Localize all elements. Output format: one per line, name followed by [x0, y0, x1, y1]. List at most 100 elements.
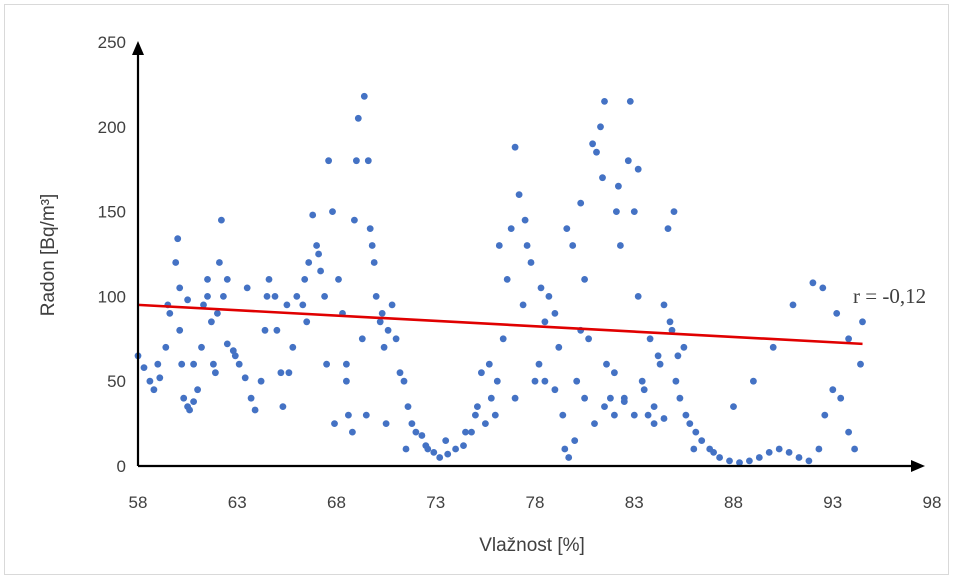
data-point	[750, 377, 757, 385]
data-point	[156, 374, 164, 382]
data-point	[650, 420, 658, 427]
data-point	[329, 208, 336, 216]
data-point	[452, 445, 459, 453]
axes	[132, 41, 925, 472]
data-point	[388, 301, 396, 309]
data-point	[537, 284, 545, 292]
data-point	[166, 310, 174, 317]
data-point	[214, 310, 221, 317]
data-point	[384, 326, 392, 334]
data-points	[134, 92, 866, 466]
data-point	[650, 403, 658, 410]
data-point	[589, 140, 596, 148]
data-point	[527, 259, 535, 266]
data-point	[710, 449, 717, 456]
data-point	[668, 326, 676, 334]
y-axis-title: Radon [Bq/m³]	[38, 194, 59, 317]
data-point	[212, 369, 219, 377]
data-point	[597, 123, 604, 131]
data-point	[607, 394, 614, 402]
y-axis-arrow	[132, 41, 144, 55]
data-point	[442, 437, 450, 444]
data-point	[305, 259, 313, 266]
data-point	[331, 420, 338, 427]
data-point	[229, 347, 237, 355]
chart-frame: 0 50 100 150 200 250 58 63 68 73 78 83 88 93 98 r = -…	[4, 4, 949, 575]
data-point	[656, 360, 664, 368]
data-point	[482, 420, 489, 427]
data-point	[257, 377, 265, 385]
data-point	[243, 284, 251, 292]
data-point	[545, 293, 553, 300]
data-point	[644, 411, 652, 419]
data-point	[478, 369, 485, 377]
data-point	[499, 335, 507, 343]
data-point	[581, 394, 588, 402]
data-point	[795, 454, 803, 461]
data-point	[283, 301, 291, 309]
data-point	[682, 411, 690, 419]
data-point	[819, 284, 827, 292]
data-point	[515, 191, 523, 199]
data-point	[216, 259, 223, 266]
data-point	[851, 445, 858, 453]
x-tick-label: 58	[129, 493, 148, 512]
data-point	[638, 377, 646, 385]
data-point	[198, 343, 205, 351]
data-point	[261, 326, 269, 334]
data-point	[380, 343, 388, 351]
data-point	[408, 420, 416, 427]
data-point	[190, 360, 198, 368]
x-tick-labels: 58 63 68 73 78 83 88 93 98	[129, 493, 942, 512]
data-point	[523, 242, 531, 249]
x-axis-title: Vlažnost [%]	[479, 535, 585, 556]
data-point	[368, 242, 376, 249]
data-point	[472, 411, 479, 419]
data-point	[372, 293, 380, 300]
trend-line	[137, 303, 863, 346]
data-point	[531, 377, 539, 385]
data-point	[660, 415, 668, 422]
data-point	[591, 420, 598, 427]
data-point	[354, 114, 362, 122]
data-point	[271, 293, 279, 300]
data-point	[521, 216, 529, 224]
data-point	[235, 360, 243, 368]
data-point	[585, 335, 592, 343]
data-point	[630, 208, 638, 216]
data-point	[178, 360, 186, 368]
data-point	[343, 377, 350, 385]
data-point	[603, 360, 610, 368]
data-point	[821, 411, 829, 419]
data-point	[829, 386, 837, 394]
data-point	[204, 276, 211, 283]
data-point	[611, 411, 618, 419]
data-point	[495, 242, 503, 249]
data-point	[785, 449, 793, 456]
data-point	[613, 208, 620, 216]
data-point	[491, 411, 499, 419]
x-tick-label: 98	[923, 493, 942, 512]
data-point	[360, 92, 368, 100]
data-point	[845, 428, 852, 436]
data-point	[358, 335, 366, 343]
data-point	[765, 449, 773, 456]
data-point	[162, 343, 170, 351]
data-point	[487, 394, 495, 402]
data-point	[436, 454, 444, 461]
data-point	[690, 445, 698, 453]
data-point	[402, 445, 410, 453]
correlation-annotation: r = -0,12	[853, 284, 926, 308]
data-point	[775, 445, 783, 453]
data-point	[335, 276, 342, 283]
data-point	[462, 428, 469, 436]
data-point	[573, 377, 581, 385]
data-point	[474, 403, 481, 410]
data-point	[551, 386, 559, 394]
data-point	[190, 398, 198, 405]
data-point	[343, 360, 350, 368]
y-tick-label: 250	[98, 33, 126, 52]
data-point	[366, 225, 374, 233]
data-point	[378, 310, 386, 317]
data-point	[140, 364, 148, 371]
